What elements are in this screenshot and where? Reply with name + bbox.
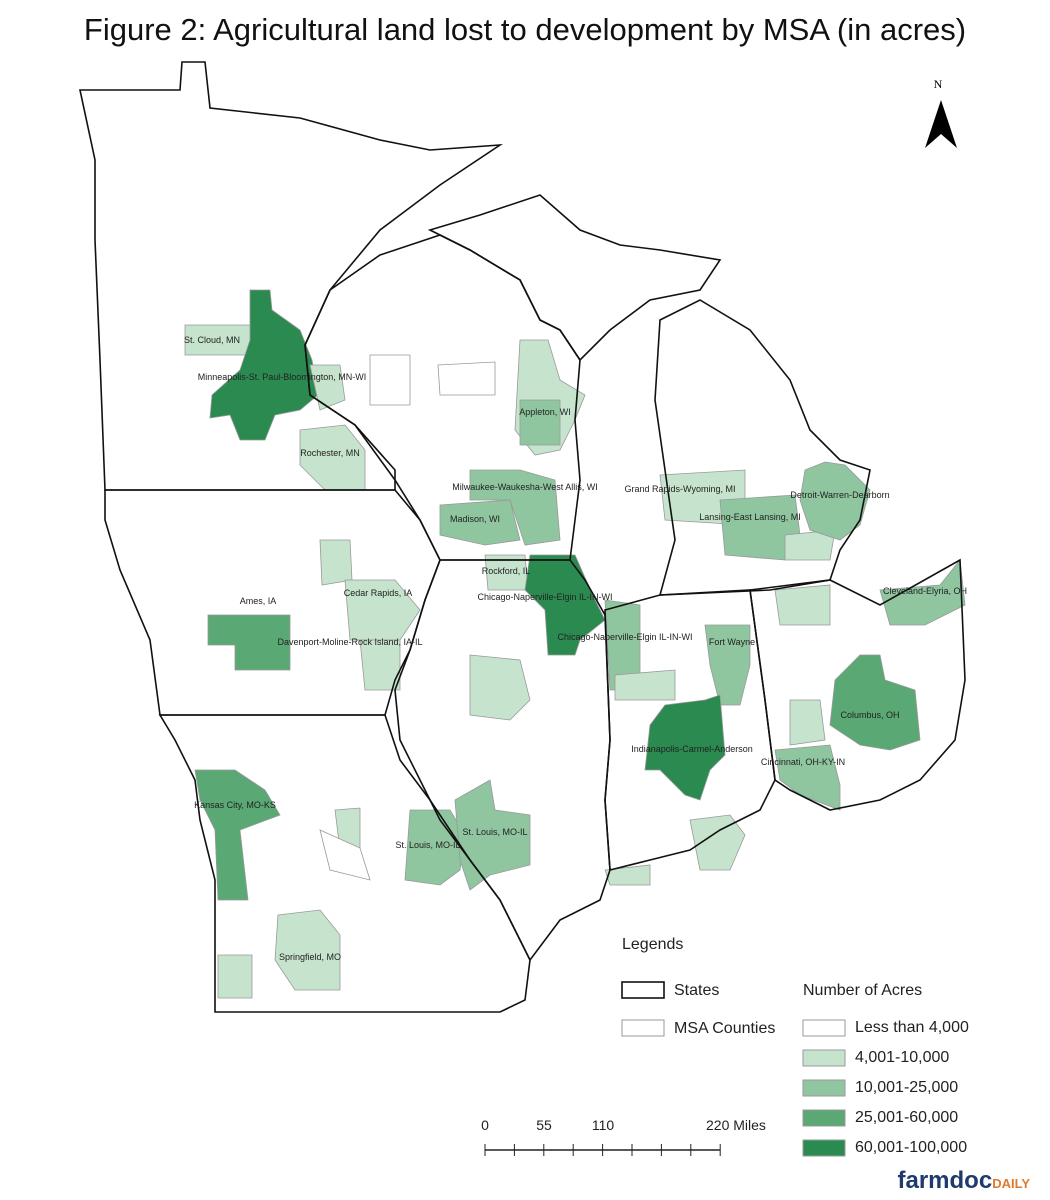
legend-swatch xyxy=(802,1049,846,1067)
state xyxy=(749,558,966,811)
legend-label: Less than 4,000 xyxy=(855,1019,969,1036)
msa-area xyxy=(369,354,411,406)
msa-label: Chicago-Naperville-Elgin IL-IN-WI xyxy=(557,632,692,642)
msa-label: St. Cloud, MN xyxy=(184,335,240,345)
msa-area xyxy=(689,814,746,871)
msa-area xyxy=(319,829,371,881)
msa-label: Detroit-Warren-Dearborn xyxy=(790,490,889,500)
msa-area xyxy=(799,461,871,541)
msa-areas xyxy=(184,289,966,999)
msa-area xyxy=(829,654,921,751)
legend-swatch xyxy=(621,1019,665,1037)
msa-label: Indianapolis-Carmel-Anderson xyxy=(631,744,753,754)
state xyxy=(427,194,722,362)
scale-label: 0 xyxy=(481,1117,489,1133)
msa-label: Cedar Rapids, IA xyxy=(344,588,413,598)
msa-area xyxy=(519,399,561,446)
msa-area xyxy=(469,654,531,721)
legend-swatch xyxy=(802,1139,846,1157)
msa-area xyxy=(704,624,751,706)
logo-sub: DAILY xyxy=(992,1176,1030,1191)
north-arrow-icon xyxy=(925,100,957,148)
north-label: N xyxy=(934,77,943,91)
legend-label: 60,001-100,000 xyxy=(855,1139,967,1156)
legend-items: Less than 4,000 4,001-10,000 10,001-25,000… xyxy=(802,1019,969,1157)
msa-area xyxy=(454,779,531,891)
msa-label: Ames, IA xyxy=(240,596,277,606)
scale-label: 220 Miles xyxy=(706,1117,766,1133)
legend-swatch xyxy=(802,1079,846,1097)
legend-title: Legends xyxy=(622,936,683,953)
legend-label: 4,001-10,000 xyxy=(855,1049,949,1066)
legend: Legends States MSA Counties Number of Ac… xyxy=(621,936,969,1157)
legend-label: MSA Counties xyxy=(674,1020,775,1037)
msa-area xyxy=(207,614,291,671)
msa-area xyxy=(614,669,676,701)
msa-area xyxy=(319,539,353,586)
msa-label: Lansing-East Lansing, MI xyxy=(699,512,801,522)
msa-label: Columbus, OH xyxy=(840,710,899,720)
state xyxy=(79,61,503,491)
state xyxy=(104,489,441,716)
msa-label: Davenport-Moline-Rock Island, IA-IL xyxy=(277,637,422,647)
scale-label: 110 xyxy=(592,1117,615,1133)
msa-area xyxy=(439,499,521,546)
msa-label: Grand Rapids-Wyoming, MI xyxy=(625,484,736,494)
north-arrow: N xyxy=(925,77,957,148)
legend-label: 10,001-25,000 xyxy=(855,1079,958,1096)
msa-label: Cincinnati, OH-KY-IN xyxy=(761,757,845,767)
legend-swatch xyxy=(621,981,665,999)
msa-area xyxy=(789,699,826,746)
msa-label: St. Louis, MO-IL xyxy=(462,827,527,837)
state xyxy=(158,714,531,1013)
msa-area xyxy=(469,469,561,546)
msa-label: Minneapolis-St. Paul-Bloomington, MN-WI xyxy=(198,372,367,382)
legend-label: States xyxy=(674,982,719,999)
msa-label: Milwaukee-Waukesha-West Allis, WI xyxy=(452,482,598,492)
scale-bar: 0 55 110 220 Miles xyxy=(481,1117,766,1156)
msa-label: Rockford, IL xyxy=(482,566,531,576)
msa-label: Madison, WI xyxy=(450,514,500,524)
msa-area xyxy=(604,864,651,886)
state-outlines xyxy=(79,61,966,1013)
msa-area xyxy=(774,744,841,811)
msa-label: Appleton, WI xyxy=(519,407,571,417)
msa-area xyxy=(774,584,831,626)
msa-label: Kansas City, MO-KS xyxy=(194,800,276,810)
title: Figure 2: Agricultural land lost to deve… xyxy=(84,12,966,47)
msa-area xyxy=(879,558,966,626)
msa-label: Rochester, MN xyxy=(300,448,360,458)
msa-area xyxy=(344,579,421,641)
state xyxy=(654,299,871,596)
msa-label: Springfield, MO xyxy=(279,952,341,962)
logo: farmdocDAILY xyxy=(898,1167,1031,1194)
msa-area xyxy=(309,364,346,411)
msa-area xyxy=(437,361,496,396)
legend-subtitle: Number of Acres xyxy=(803,982,922,999)
msa-label: Chicago-Naperville-Elgin IL-IN-WI xyxy=(477,592,612,602)
msa-labels: St. Cloud, MN Minneapolis-St. Paul-Bloom… xyxy=(184,335,967,962)
msa-area xyxy=(209,289,319,441)
logo-main: farmdoc xyxy=(898,1167,993,1194)
msa-label: Cleveland-Elyria, OH xyxy=(883,586,967,596)
msa-label: Fort Wayne xyxy=(709,637,755,647)
msa-area xyxy=(194,769,281,901)
msa-area xyxy=(644,694,726,801)
msa-area xyxy=(359,639,401,691)
msa-area xyxy=(217,954,253,999)
msa-area xyxy=(274,909,341,991)
msa-label: St. Louis, MO-IL xyxy=(395,840,460,850)
legend-swatch xyxy=(802,1019,846,1037)
legend-swatch xyxy=(802,1109,846,1127)
scale-label: 55 xyxy=(536,1117,552,1133)
legend-label: 25,001-60,000 xyxy=(855,1109,958,1126)
